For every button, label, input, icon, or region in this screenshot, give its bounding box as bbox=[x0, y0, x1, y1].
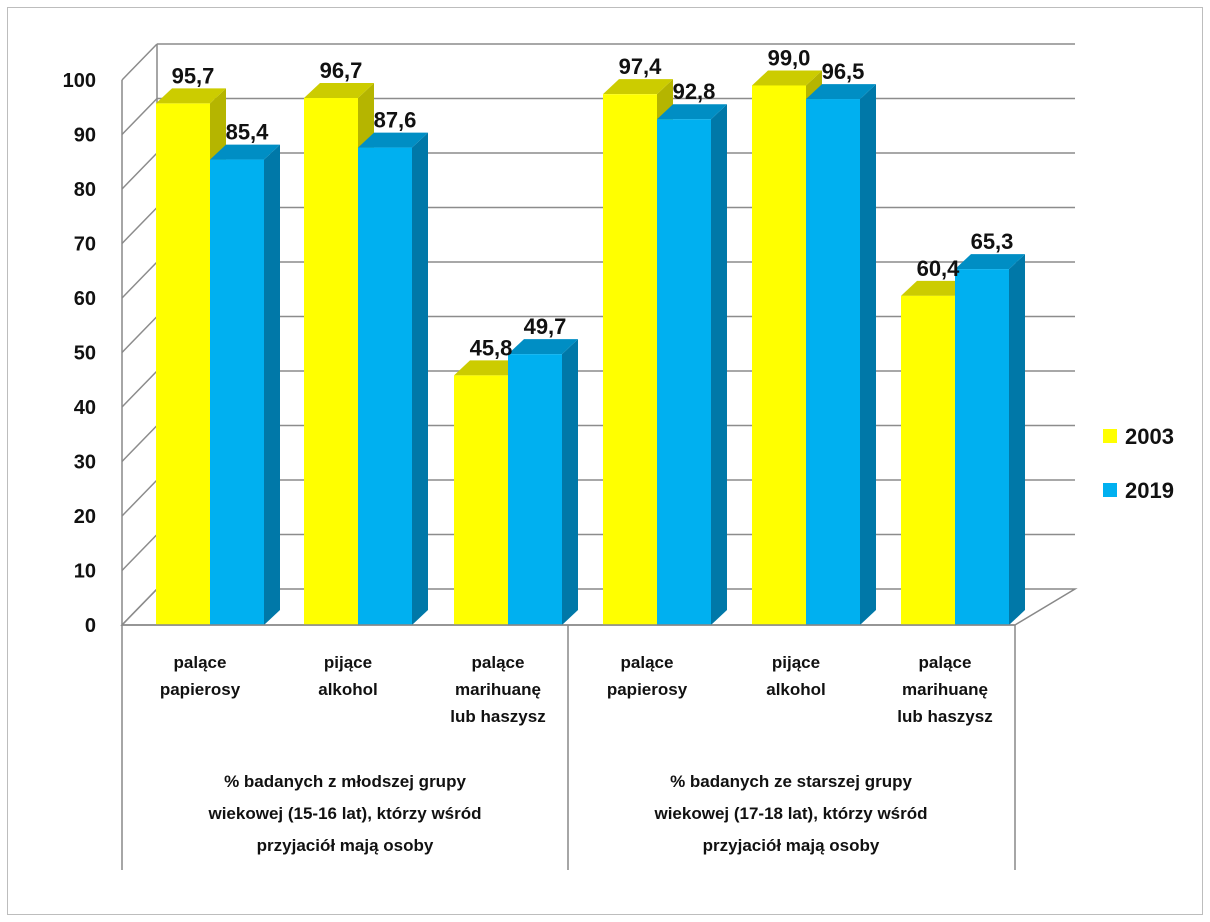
category-label: pijące bbox=[324, 653, 372, 672]
y-tick-label: 20 bbox=[74, 506, 96, 528]
data-label: 97,4 bbox=[619, 54, 663, 79]
bar-side-2019 bbox=[1009, 254, 1025, 626]
legend-swatch-2019 bbox=[1103, 483, 1117, 497]
data-labels: 95,7 96,7 45,8 97,4 99,0 60,4 85,4 87,6 49,7 92,8… bbox=[172, 45, 1014, 360]
data-label: 95,7 bbox=[172, 63, 215, 88]
bar-side-2019 bbox=[562, 339, 578, 625]
category-label: palące bbox=[174, 653, 227, 672]
category-label: papierosy bbox=[607, 680, 688, 699]
x-axis: palące papierosy pijące alkohol palące marihu… bbox=[121, 624, 1016, 870]
y-tick-label: 50 bbox=[74, 343, 96, 365]
category-label: papierosy bbox=[160, 680, 241, 699]
y-tick-label: 0 bbox=[85, 615, 96, 637]
bar-top-2003 bbox=[901, 280, 971, 296]
y-tick-label: 100 bbox=[63, 70, 96, 92]
data-label: 96,7 bbox=[320, 58, 363, 83]
bar-2003 bbox=[901, 295, 955, 625]
data-label: 85,4 bbox=[226, 120, 270, 145]
bar-2019 bbox=[210, 159, 264, 625]
bar-top-2019 bbox=[657, 104, 727, 120]
y-tick-label: 90 bbox=[74, 125, 96, 147]
bar-2019 bbox=[955, 269, 1009, 625]
bar-side-2019 bbox=[711, 104, 727, 626]
data-label: 99,0 bbox=[768, 45, 811, 70]
category-label: marihuanę bbox=[902, 680, 988, 699]
data-label: 92,8 bbox=[673, 79, 716, 104]
legend-swatch-2003 bbox=[1103, 429, 1117, 443]
bar-side-2019 bbox=[412, 132, 428, 625]
bar-top-2019 bbox=[358, 132, 428, 148]
group-label: przyjaciół mają osoby bbox=[257, 836, 434, 855]
bar-2019 bbox=[657, 119, 711, 626]
bar-2019 bbox=[806, 99, 860, 625]
y-tick-label: 30 bbox=[74, 452, 96, 474]
gridline-depth bbox=[121, 315, 158, 354]
data-label: 96,5 bbox=[822, 59, 865, 84]
y-axis: 0 10 20 30 40 50 60 70 80 90 100 bbox=[63, 70, 123, 637]
category-label: lub haszysz bbox=[450, 707, 545, 726]
category-label: palące bbox=[919, 653, 972, 672]
y-tick-label: 70 bbox=[74, 234, 96, 256]
data-label: 60,4 bbox=[917, 256, 961, 281]
bar-2003 bbox=[752, 85, 806, 625]
bar-side-2019 bbox=[860, 84, 876, 625]
group-label: wiekowej (17-18 lat), którzy wśród bbox=[653, 804, 927, 823]
data-label: 65,3 bbox=[971, 229, 1014, 254]
legend: 2003 2019 bbox=[1103, 424, 1174, 503]
bar-top-2019 bbox=[806, 84, 876, 100]
category-label: alkohol bbox=[318, 680, 378, 699]
data-label: 49,7 bbox=[524, 314, 567, 339]
bar-top-2003 bbox=[304, 82, 374, 98]
y-tick-label: 60 bbox=[74, 288, 96, 310]
gridline-depth bbox=[121, 152, 158, 190]
gridline-depth bbox=[121, 97, 158, 136]
gridline-depth bbox=[121, 261, 158, 299]
y-tick-label: 80 bbox=[74, 179, 96, 201]
bar-2003 bbox=[454, 375, 508, 625]
gridline-depth bbox=[121, 479, 158, 517]
category-label: lub haszysz bbox=[897, 707, 992, 726]
group-label: % badanych ze starszej grupy bbox=[670, 772, 912, 791]
gridline-depth bbox=[121, 588, 158, 626]
chart-frame bbox=[7, 7, 1203, 915]
y-tick-label: 10 bbox=[74, 561, 96, 583]
legend-label: 2019 bbox=[1125, 478, 1174, 503]
gridline-depth bbox=[121, 206, 158, 245]
bar-top-2003 bbox=[156, 88, 226, 104]
bar-2019 bbox=[508, 354, 562, 625]
bar-2003 bbox=[156, 103, 210, 625]
bar-top-2019 bbox=[210, 144, 280, 160]
bar-top-2019 bbox=[955, 254, 1025, 270]
category-label: palące bbox=[472, 653, 525, 672]
bar-2003 bbox=[304, 97, 358, 626]
bar-top-2003 bbox=[752, 70, 822, 86]
bar-top-2003 bbox=[603, 79, 673, 95]
category-label: pijące bbox=[772, 653, 820, 672]
data-label: 45,8 bbox=[470, 335, 513, 360]
gridline-depth bbox=[121, 533, 158, 572]
bar-top-2019 bbox=[508, 339, 578, 355]
bar-side-2019 bbox=[264, 144, 280, 625]
y-tick-label: 40 bbox=[74, 397, 96, 419]
group-label: wiekowej (15-16 lat), którzy wśród bbox=[207, 804, 481, 823]
bar-2003 bbox=[603, 94, 657, 626]
legend-label: 2003 bbox=[1125, 424, 1174, 449]
bar-2019 bbox=[358, 147, 412, 625]
category-label: palące bbox=[621, 653, 674, 672]
group-label: % badanych z młodszej grupy bbox=[224, 772, 466, 791]
bar-top-2003 bbox=[454, 360, 524, 376]
data-label: 87,6 bbox=[374, 108, 417, 133]
gridline-depth bbox=[121, 43, 158, 81]
group-label: przyjaciół mają osoby bbox=[703, 836, 880, 855]
category-label: marihuanę bbox=[455, 680, 541, 699]
bars bbox=[156, 70, 1025, 626]
category-label: alkohol bbox=[766, 680, 826, 699]
gridline-depth bbox=[121, 424, 158, 463]
gridline-depth bbox=[121, 370, 158, 408]
